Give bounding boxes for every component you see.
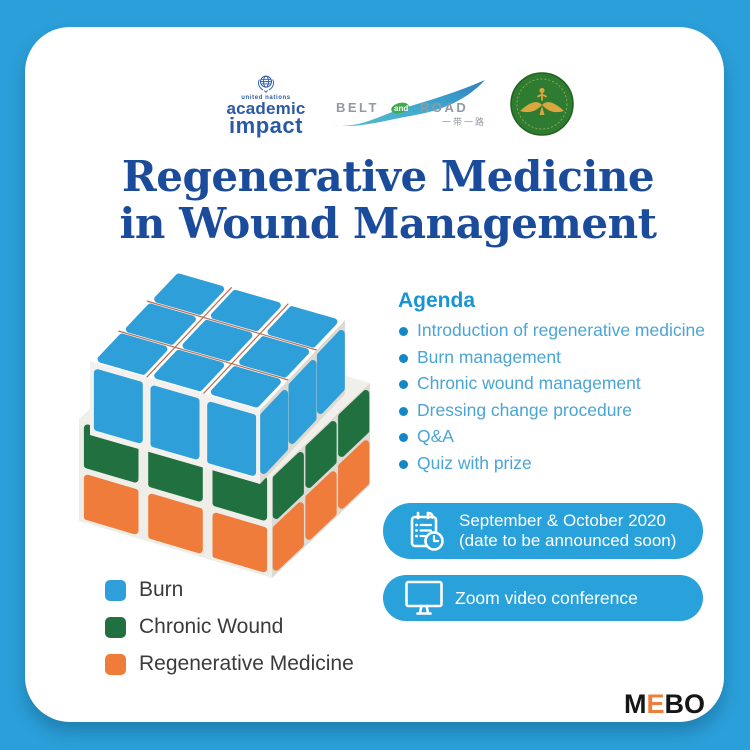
un-emblem-icon xyxy=(258,75,274,93)
agenda-item-label: Q&A xyxy=(417,426,454,446)
unai-logo: united nations academic impact xyxy=(218,72,314,138)
zoom-badge-label: Zoom video conference xyxy=(455,588,638,608)
title-line-2: in Wound Management xyxy=(119,199,657,248)
legend-label: Burn xyxy=(139,578,184,601)
agenda-heading: Agenda xyxy=(398,289,476,312)
belt-text: BELT xyxy=(336,100,379,115)
agenda-item: Q&A xyxy=(398,426,728,446)
legend-item: Regenerative Medicine xyxy=(105,652,354,676)
mebo-letter: O xyxy=(684,689,706,719)
bullet-icon xyxy=(399,406,408,416)
title-line-1: Regenerative Medicine xyxy=(121,152,655,201)
zoom-conference-badge: Zoom video conference xyxy=(383,575,703,621)
legend-label: Chronic Wound xyxy=(139,615,284,638)
bullet-icon xyxy=(399,380,408,389)
agenda-item-label: Chronic wound management xyxy=(417,373,641,393)
belt-and-road-logo: BELT and ROAD 一带一路 xyxy=(328,77,488,135)
agenda-item: Burn management xyxy=(398,346,728,367)
agenda-item-label: Quiz with prize xyxy=(417,452,532,473)
agenda-section: Agenda Introduction of regenerative medi… xyxy=(398,290,728,481)
green-wings-emblem-icon xyxy=(510,72,574,136)
agenda-item: Dressing change procedure xyxy=(398,399,728,420)
bullet-icon xyxy=(399,433,408,442)
mebo-letter: B xyxy=(664,689,685,719)
monitor-icon xyxy=(405,580,443,615)
mebo-logo: MEBO xyxy=(624,689,705,720)
date-badge-line-2: (date to be announced soon) xyxy=(459,531,677,550)
bullet-icon xyxy=(399,459,408,469)
unai-impact-text: impact xyxy=(229,113,303,138)
unai-academic-text: academic xyxy=(226,99,306,118)
wave-swoosh-icon xyxy=(330,80,485,126)
agenda-item: Introduction of regenerative medicine xyxy=(398,320,728,340)
rubiks-cube-illustration xyxy=(70,255,392,586)
belt-road-chinese-text: 一带一路 xyxy=(442,117,487,127)
legend-color-swatch xyxy=(105,616,126,638)
agenda-list: Introduction of regenerative medicine Bu… xyxy=(398,320,728,473)
legend-color-swatch xyxy=(105,579,126,601)
cube-legend: Burn Chronic Wound Regenerative Medicine xyxy=(105,578,354,689)
legend-item: Burn xyxy=(105,578,354,602)
agenda-item: Chronic wound management xyxy=(398,373,728,393)
road-text: ROAD xyxy=(420,100,469,115)
agenda-item-label: Introduction of regenerative medicine xyxy=(417,320,705,340)
legend-item: Chronic Wound xyxy=(105,615,354,639)
poster-card: united nations academic impact BELT and … xyxy=(25,27,724,722)
agenda-item-label: Burn management xyxy=(417,346,561,367)
bullet-icon xyxy=(399,353,408,363)
legend-label: Regenerative Medicine xyxy=(139,652,354,675)
agenda-item: Quiz with prize xyxy=(398,452,728,473)
agenda-item-label: Dressing change procedure xyxy=(417,399,632,420)
and-text: and xyxy=(394,104,409,113)
mebo-letter: M xyxy=(624,689,647,719)
date-badge-line-1: September & October 2020 xyxy=(459,511,666,530)
date-badge: September & October 2020 (date to be ann… xyxy=(383,503,703,559)
clipboard-clock-icon xyxy=(410,511,444,551)
legend-color-swatch xyxy=(105,653,126,675)
date-badge-text: September & October 2020 (date to be ann… xyxy=(459,511,676,551)
unai-united-nations-text: united nations xyxy=(241,95,291,101)
bullet-icon xyxy=(399,327,408,336)
mebo-letter: E xyxy=(646,689,665,719)
page-title: Regenerative Medicine in Wound Managemen… xyxy=(88,153,688,247)
